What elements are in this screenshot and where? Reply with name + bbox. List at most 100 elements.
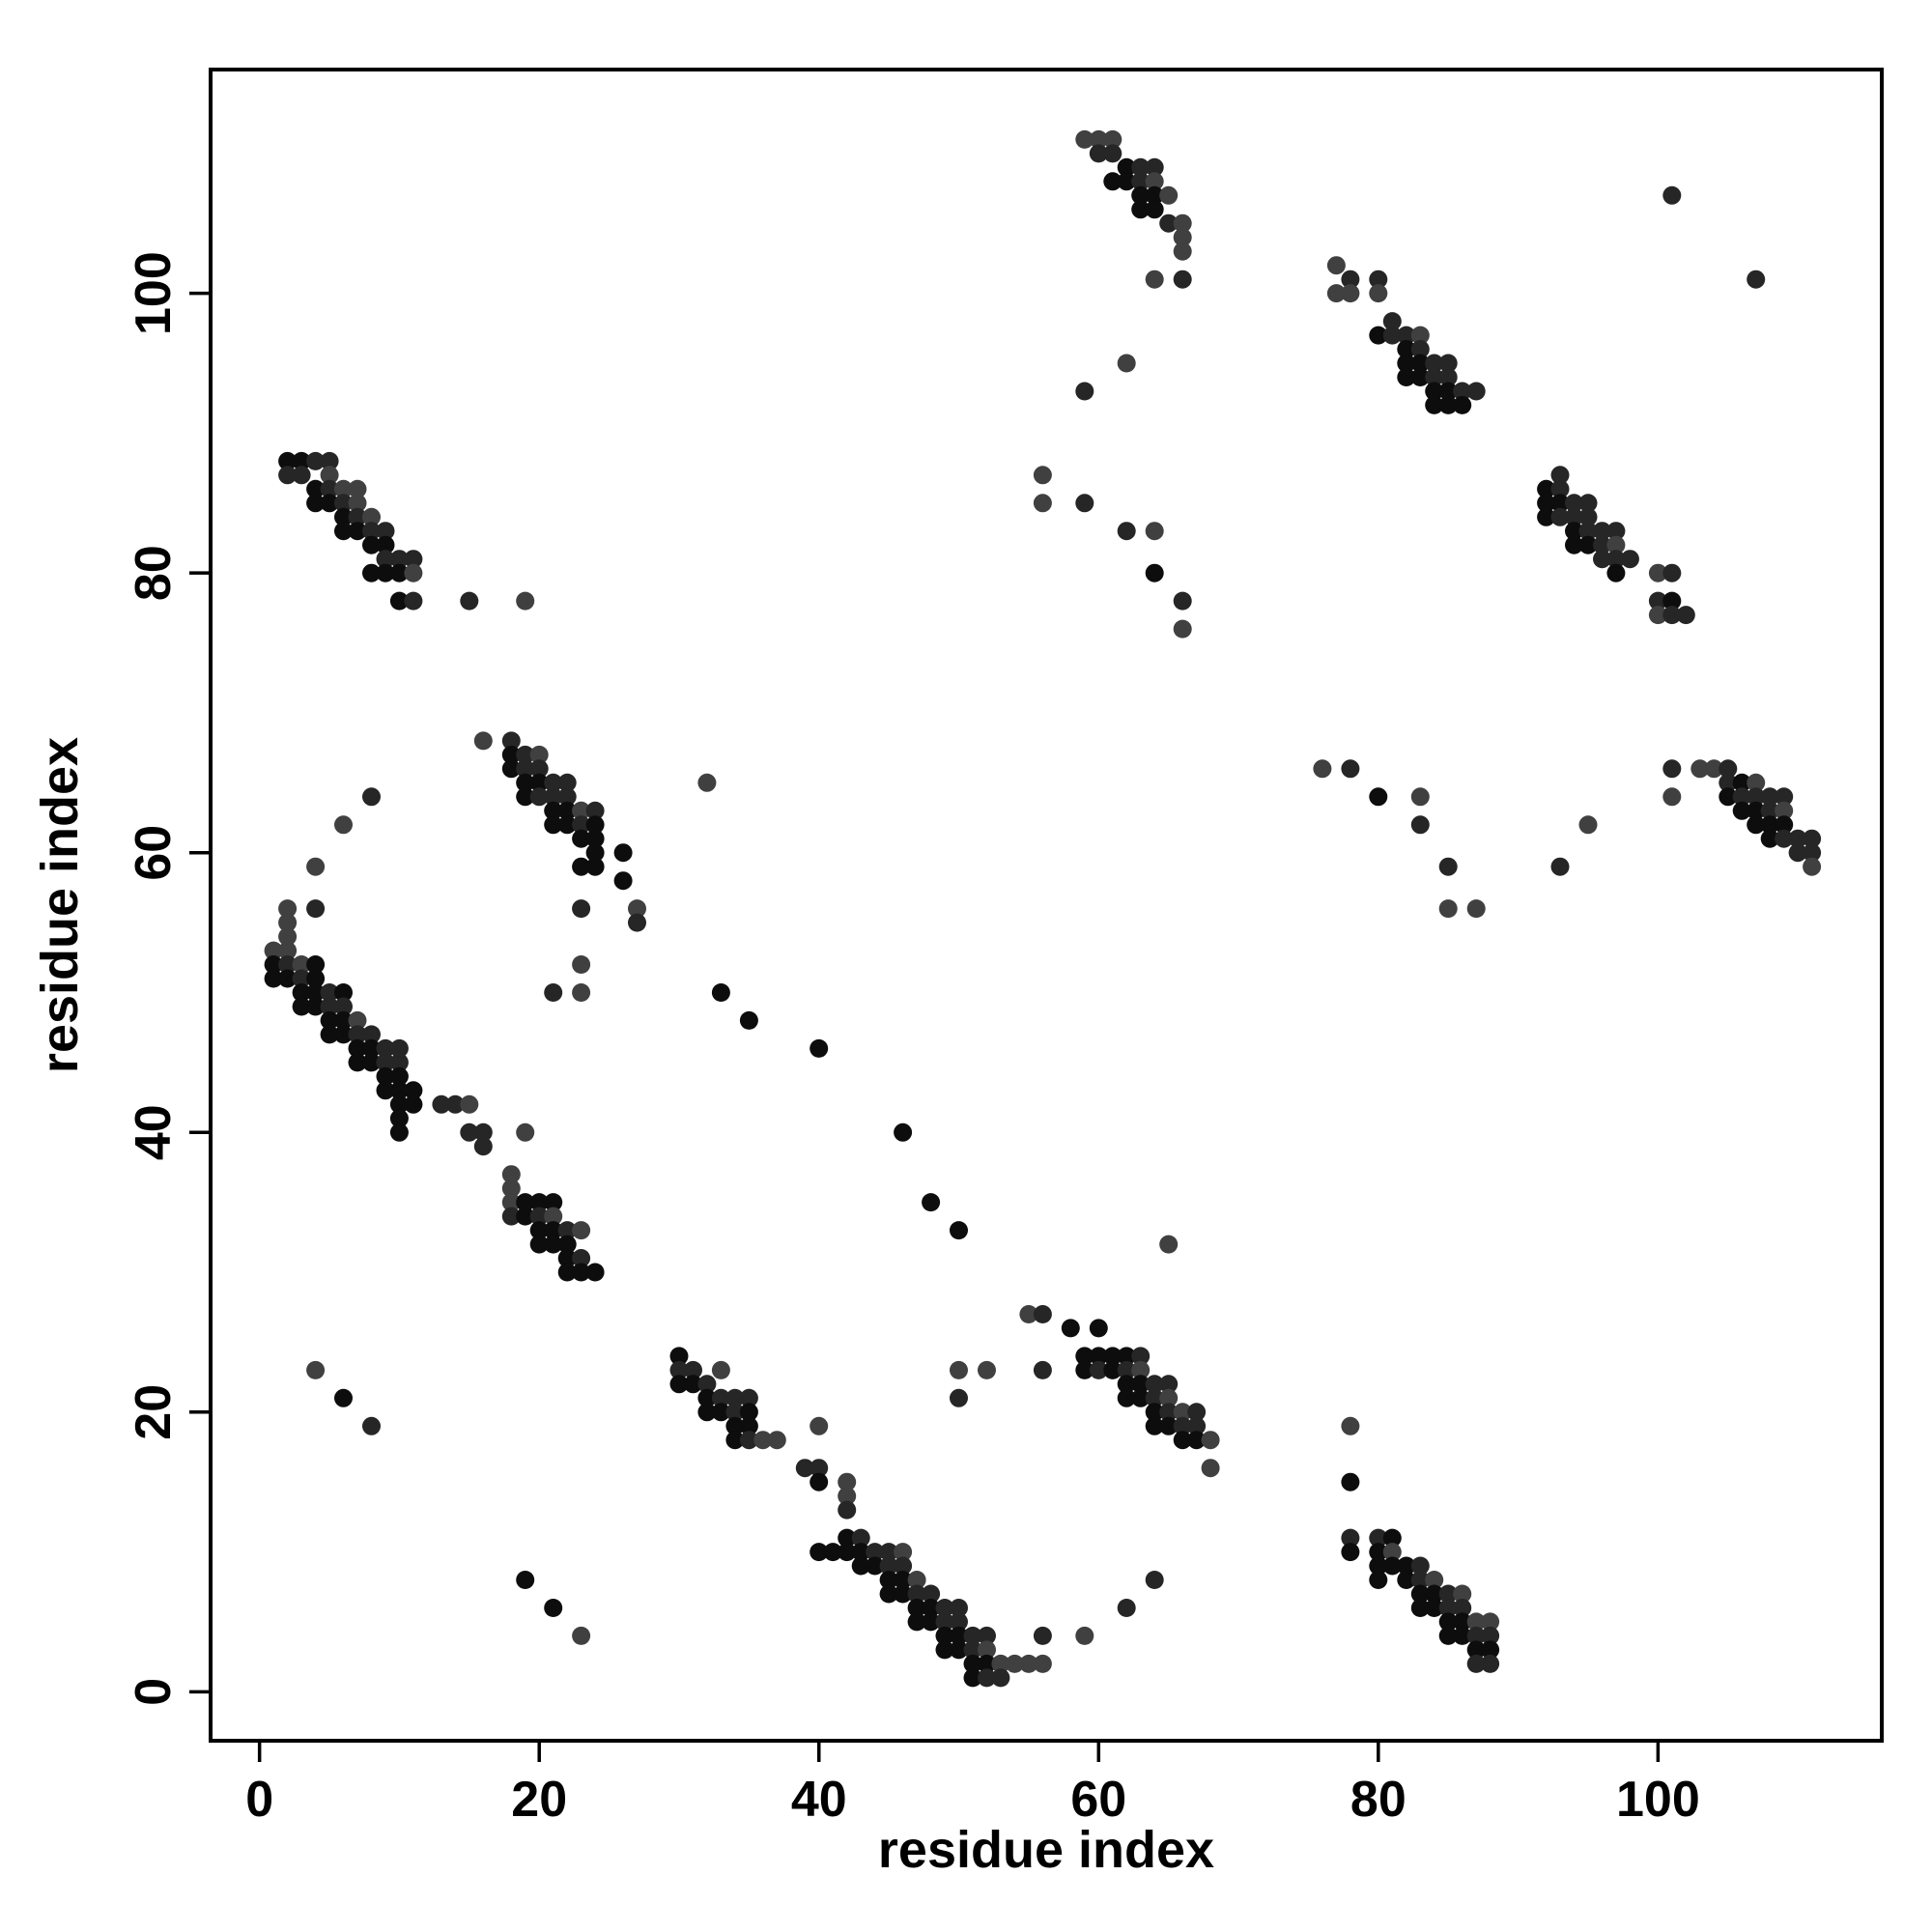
scatter-point (1606, 563, 1626, 582)
scatter-point (1606, 550, 1626, 569)
scatter-point (725, 1416, 745, 1435)
scatter-point (1438, 354, 1458, 373)
scatter-point (1145, 270, 1164, 289)
scatter-point (362, 507, 381, 526)
scatter-point (473, 1122, 493, 1142)
scatter-point (1578, 535, 1598, 554)
scatter-point (320, 494, 339, 513)
scatter-point (389, 1109, 409, 1128)
scatter-point (795, 1459, 814, 1478)
scatter-point (376, 1066, 395, 1086)
scatter-point (320, 1025, 339, 1044)
scatter-point (894, 1571, 913, 1589)
scatter-point (1410, 354, 1430, 373)
scatter-point (922, 1193, 941, 1212)
scatter-point (1019, 1305, 1038, 1323)
scatter-point (544, 1599, 563, 1617)
scatter-point (1466, 1626, 1486, 1645)
scatter-point (1173, 1403, 1192, 1422)
scatter-point (376, 535, 395, 554)
scatter-point (1425, 1599, 1444, 1617)
scatter-point (1593, 522, 1611, 541)
scatter-point (320, 983, 339, 1002)
scatter-point (950, 1221, 968, 1240)
scatter-point (1453, 1584, 1472, 1604)
scatter-point (1173, 228, 1192, 247)
scatter-point (1438, 368, 1458, 386)
x-tick-label: 0 (245, 1772, 273, 1828)
scatter-point (516, 1207, 535, 1226)
scatter-point (1173, 213, 1192, 233)
scatter-point (935, 1599, 954, 1617)
scatter-point (376, 1053, 395, 1072)
scatter-point (1159, 185, 1179, 205)
axis-ticks: 0 20 40 60 80 100 0 20 40 60 80 100 (126, 251, 1700, 1828)
scatter-point (348, 522, 367, 541)
scatter-point (362, 522, 381, 541)
scatter-point (935, 1612, 954, 1632)
scatter-point (1326, 284, 1346, 303)
scatter-point (1187, 1403, 1207, 1422)
scatter-point (1131, 157, 1151, 177)
scatter-point (529, 1207, 549, 1226)
scatter-point (362, 1038, 381, 1058)
scatter-point (1803, 843, 1822, 863)
scatter-point (278, 451, 298, 470)
scatter-point (544, 1221, 563, 1240)
scatter-point (1466, 1612, 1486, 1632)
scatter-point (501, 1207, 521, 1226)
scatter-point (306, 899, 326, 919)
scatter-point (739, 1010, 758, 1030)
scatter-point (879, 1556, 898, 1576)
scatter-point (1131, 1360, 1151, 1379)
scatter-point (544, 815, 563, 835)
scatter-point (572, 857, 591, 876)
scatter-point (1775, 787, 1794, 807)
scatter-point (376, 550, 395, 569)
scatter-point (1438, 395, 1458, 414)
scatter-point (613, 843, 633, 863)
scatter-point (1159, 1388, 1179, 1407)
scatter-point (1369, 1556, 1388, 1576)
scatter-point (529, 1221, 549, 1240)
scatter-point (879, 1571, 898, 1589)
scatter-point (1690, 759, 1710, 779)
scatter-point (879, 1543, 898, 1562)
scatter-point (544, 1207, 563, 1226)
scatter-point (404, 591, 423, 611)
scatter-point (950, 1360, 968, 1379)
scatter-point (838, 1528, 857, 1548)
scatter-point (1145, 522, 1164, 541)
scatter-point (572, 801, 591, 820)
scatter-point (1173, 270, 1192, 289)
scatter-point (1033, 1626, 1052, 1645)
scatter-point (389, 591, 409, 611)
scatter-point (1466, 1640, 1486, 1660)
scatter-point (585, 829, 605, 848)
scatter-point (711, 1360, 730, 1379)
x-tick-label: 80 (1350, 1772, 1406, 1828)
scatter-point (1410, 326, 1430, 345)
scatter-point (1075, 129, 1094, 149)
scatter-point (669, 1360, 689, 1379)
scatter-point (516, 745, 535, 764)
x-axis-title: residue index (878, 1821, 1214, 1879)
scatter-point (1145, 1375, 1164, 1394)
scatter-point (1397, 326, 1416, 345)
scatter-point (572, 1249, 591, 1267)
scatter-point (516, 1571, 535, 1589)
scatter-point (1425, 395, 1444, 414)
scatter-point (306, 969, 326, 988)
scatter-point (529, 759, 549, 779)
scatter-point (1369, 284, 1388, 303)
y-tick-label: 0 (126, 1678, 182, 1706)
scatter-point (1382, 1556, 1402, 1576)
scatter-point (1565, 494, 1583, 513)
scatter-point (711, 1403, 730, 1422)
x-tick-label: 100 (1616, 1772, 1700, 1828)
scatter-point (1453, 395, 1472, 414)
scatter-point (516, 1193, 535, 1212)
scatter-point (894, 1543, 913, 1562)
scatter-point (320, 997, 339, 1016)
scatter-point (978, 1654, 996, 1673)
